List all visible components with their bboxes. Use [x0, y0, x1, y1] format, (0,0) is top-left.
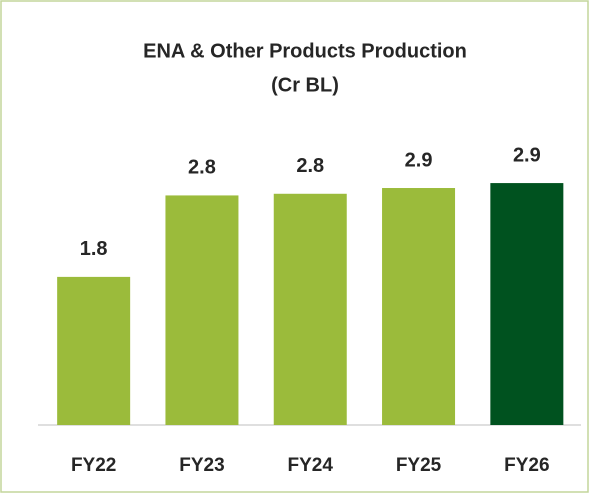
bar: [57, 276, 131, 425]
chart-subtitle: (Cr BL): [271, 74, 339, 96]
bar: [490, 183, 564, 425]
data-label: 2.8: [296, 155, 324, 177]
x-tick-label: FY24: [288, 455, 334, 476]
data-label: 2.8: [188, 157, 216, 179]
data-label: 2.9: [405, 149, 433, 171]
bar: [165, 195, 239, 425]
chart-title: ENA & Other Products Production: [143, 40, 467, 62]
bar: [382, 188, 456, 425]
x-tick-label: FY26: [504, 455, 549, 476]
x-tick-label: FY25: [396, 455, 442, 476]
bar: [273, 193, 347, 425]
data-label: 2.9: [513, 144, 541, 166]
data-label: 1.8: [80, 238, 108, 260]
x-tick-label: FY22: [71, 455, 116, 476]
x-tick-label: FY23: [179, 455, 224, 476]
